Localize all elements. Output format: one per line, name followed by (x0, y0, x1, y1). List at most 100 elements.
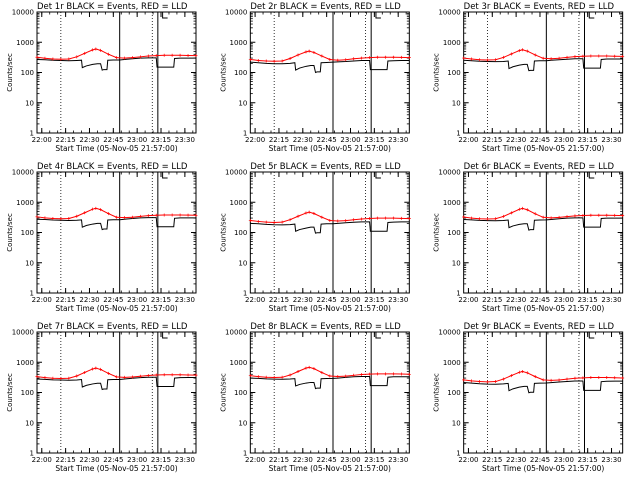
lld-point-marker (138, 214, 142, 218)
lld-point-marker (368, 56, 372, 60)
lld-point-marker (43, 56, 47, 60)
lld-point-marker (130, 56, 134, 60)
lld-series-line (250, 211, 410, 223)
y-axis-label: Counts/sec (6, 213, 14, 252)
lld-point-marker (486, 380, 490, 384)
x-tick-label: 22:00 (245, 456, 265, 464)
y-tick-label: 10000 (12, 329, 34, 337)
lld-point-marker (352, 57, 356, 61)
x-tick-label: 22:45 (103, 456, 123, 464)
x-tick-label: 23:00 (340, 296, 360, 304)
lld-point-marker (194, 54, 198, 58)
top-bracket-mark (162, 12, 168, 19)
y-tick-label: 10 (238, 99, 247, 107)
panel-title: Det 3r BLACK = Events, RED = LLD (464, 2, 615, 12)
lld-series-line (463, 49, 623, 61)
y-tick-label: 100 (21, 389, 34, 397)
lld-point-marker (352, 373, 356, 377)
x-tick-label: 23:30 (175, 136, 195, 144)
x-tick-label: 23:00 (340, 456, 360, 464)
lld-point-marker (154, 373, 158, 377)
y-tick-label: 10 (238, 259, 247, 267)
lld-point-marker (122, 216, 126, 220)
lld-point-marker (368, 217, 372, 221)
panel-title: Det 7r BLACK = Events, RED = LLD (37, 322, 188, 332)
x-tick-label: 22:00 (32, 136, 52, 144)
lld-point-marker (130, 375, 134, 379)
x-tick-label: 23:00 (127, 296, 147, 304)
x-tick-label: 23:15 (364, 296, 384, 304)
lld-point-marker (146, 54, 150, 58)
lld-point-marker (368, 372, 372, 376)
lld-point-marker (256, 219, 260, 223)
x-tick-label: 23:15 (364, 136, 384, 144)
y-tick-label: 10 (238, 419, 247, 427)
lld-point-marker (272, 59, 276, 63)
x-tick-label: 23:00 (554, 296, 574, 304)
lld-point-marker (533, 53, 537, 57)
lld-point-marker (178, 53, 182, 57)
events-series-line (36, 57, 196, 71)
lld-point-marker (170, 213, 174, 217)
lld-point-marker (288, 57, 292, 61)
x-tick-label: 22:00 (32, 456, 52, 464)
lld-point-marker (501, 214, 505, 218)
y-tick-label: 10 (25, 99, 34, 107)
y-axis-label: Counts/sec (219, 373, 227, 412)
lld-point-marker (493, 380, 497, 384)
panel-title: Det 6r BLACK = Events, RED = LLD (464, 162, 615, 172)
lld-point-marker (462, 215, 466, 219)
x-tick-label: 22:45 (317, 136, 337, 144)
lld-point-marker (407, 372, 411, 376)
lld-point-marker (501, 377, 505, 381)
lld-point-marker (520, 206, 524, 210)
lld-point-marker (541, 378, 545, 382)
panel-7: Det 7r BLACK = Events, RED = LLD 1 10 100 10… (6, 322, 198, 473)
x-tick-label: 22:15 (269, 296, 289, 304)
lld-series-line (463, 370, 623, 383)
lld-point-marker (307, 49, 311, 53)
y-tick-label: 1000 (230, 359, 248, 367)
y-axis-label: Counts/sec (6, 53, 14, 92)
x-tick-label: 22:45 (530, 456, 550, 464)
x-tick-label: 22:45 (317, 456, 337, 464)
lld-point-marker (549, 57, 553, 61)
events-series-line (250, 376, 410, 390)
lld-point-marker (320, 215, 324, 219)
lld-point-marker (320, 371, 324, 375)
panel-title: Det 4r BLACK = Events, RED = LLD (37, 162, 188, 172)
y-tick-label: 10 (25, 259, 34, 267)
lld-point-marker (99, 208, 103, 212)
y-tick-label: 1000 (230, 39, 248, 47)
lld-point-marker (344, 58, 348, 62)
y-tick-label: 1 (30, 290, 34, 298)
y-tick-label: 10 (25, 419, 34, 427)
panel-title: Det 5r BLACK = Events, RED = LLD (250, 162, 401, 172)
lld-point-marker (407, 56, 411, 60)
lld-point-marker (589, 213, 593, 217)
y-tick-label: 10000 (225, 329, 247, 337)
lld-series-line (36, 207, 197, 220)
lld-point-marker (573, 214, 577, 218)
lld-point-marker (186, 213, 190, 217)
y-tick-label: 10000 (438, 329, 460, 337)
lld-point-marker (581, 213, 585, 217)
events-series-line (250, 221, 410, 234)
lld-point-marker (541, 56, 545, 60)
lld-point-marker (186, 53, 190, 57)
lld-point-marker (509, 211, 513, 215)
lld-point-marker (154, 213, 158, 217)
y-tick-label: 1000 (443, 199, 461, 207)
top-bracket-mark (375, 172, 381, 179)
lld-point-marker (462, 378, 466, 382)
x-tick-label: 22:15 (269, 136, 289, 144)
lld-point-marker (605, 54, 609, 58)
lld-point-marker (399, 55, 403, 59)
x-tick-label: 22:00 (245, 136, 265, 144)
lld-point-marker (67, 376, 71, 380)
lld-point-marker (59, 217, 63, 221)
lld-point-marker (533, 375, 537, 379)
x-tick-label: 22:30 (506, 296, 526, 304)
y-tick-label: 1000 (443, 359, 461, 367)
lld-point-marker (525, 371, 529, 375)
